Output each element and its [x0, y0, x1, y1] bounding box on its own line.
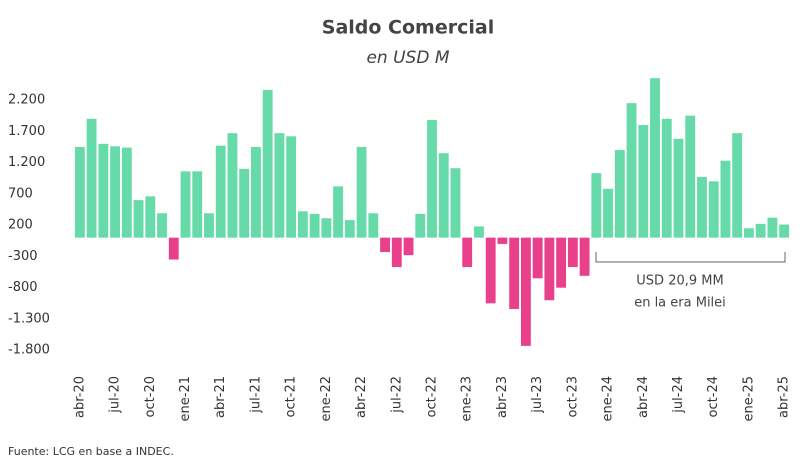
- bar: [462, 237, 473, 268]
- bar: [767, 217, 778, 238]
- bar: [732, 133, 743, 238]
- bar: [626, 103, 637, 238]
- bar: [556, 237, 567, 288]
- x-tick-label: ene-21: [178, 376, 193, 421]
- bar: [403, 237, 414, 256]
- y-tick-label: 1.200: [8, 155, 45, 170]
- x-tick-label: ene-25: [741, 376, 756, 421]
- bar: [121, 147, 132, 238]
- x-tick-label: jul-23: [530, 376, 545, 414]
- x-tick-label: abr-24: [636, 376, 651, 418]
- x-tick-label: abr-23: [495, 376, 510, 418]
- bar: [321, 218, 332, 238]
- x-tick-label: oct-21: [284, 376, 299, 417]
- chart-title: Saldo Comercial: [322, 17, 494, 39]
- bracket: [595, 252, 786, 263]
- bar: [497, 237, 508, 244]
- bar: [133, 200, 144, 238]
- bar: [215, 145, 226, 238]
- bar: [603, 188, 613, 238]
- bar: [333, 186, 344, 238]
- annotation: USD 20,9 MM: [636, 274, 723, 289]
- y-tick-label: -1.300: [8, 311, 50, 326]
- x-tick-label: abr-25: [777, 376, 792, 418]
- bar: [74, 146, 85, 238]
- bar: [567, 237, 578, 268]
- bar: [779, 224, 790, 238]
- y-tick-label: -1.800: [8, 343, 50, 358]
- bar: [427, 120, 437, 238]
- bar: [145, 196, 156, 238]
- bar: [192, 171, 203, 238]
- bar: [297, 211, 308, 238]
- x-tick-label: jul-24: [671, 376, 686, 414]
- x-tick-label: abr-22: [354, 376, 369, 418]
- x-tick-label: oct-20: [143, 376, 158, 417]
- y-tick-label: 1.700: [8, 124, 45, 139]
- bar: [720, 160, 731, 238]
- bar: [262, 90, 273, 238]
- bar: [239, 168, 250, 238]
- bar: [509, 237, 520, 309]
- bar: [755, 223, 766, 238]
- bar: [380, 237, 390, 253]
- bar: [309, 213, 320, 238]
- chart-subtitle: en USD M: [366, 48, 449, 68]
- bar: [673, 138, 684, 238]
- y-tick-label: -800: [8, 280, 38, 295]
- bar: [86, 118, 97, 238]
- x-tick-label: ene-23: [460, 376, 475, 421]
- bar: [579, 237, 590, 276]
- x-tick-label: ene-24: [601, 376, 616, 421]
- bar: [227, 133, 238, 238]
- x-tick-label: abr-20: [72, 376, 87, 418]
- bar: [415, 213, 426, 238]
- bar: [251, 146, 261, 238]
- bar: [450, 168, 461, 238]
- bar: [650, 78, 660, 238]
- x-tick-label: ene-22: [319, 376, 334, 421]
- bar: [708, 181, 719, 238]
- bar: [157, 213, 167, 238]
- bar: [204, 213, 214, 238]
- bar: [614, 150, 625, 238]
- x-tick-label: jul-22: [389, 376, 404, 414]
- bar: [368, 213, 379, 238]
- x-tick-label: oct-23: [565, 376, 580, 417]
- bar: [697, 176, 707, 238]
- bar: [661, 118, 672, 238]
- x-tick-label: oct-24: [706, 376, 721, 417]
- bar: [180, 171, 191, 238]
- bar: [344, 220, 355, 238]
- bar: [544, 237, 555, 301]
- y-tick-label: 700: [8, 186, 33, 201]
- x-tick-label: oct-22: [425, 376, 440, 417]
- bar: [743, 228, 754, 238]
- bar: [168, 237, 179, 260]
- bar: [485, 237, 496, 304]
- x-tick-label: jul-20: [108, 376, 123, 414]
- bar: [98, 143, 109, 238]
- bar: [520, 237, 531, 346]
- bar: [532, 237, 543, 279]
- bar: [356, 146, 367, 238]
- bar: [474, 226, 484, 238]
- bar: [391, 237, 402, 268]
- bar: [638, 125, 649, 238]
- annotation: en la era Milei: [634, 296, 726, 311]
- source: Fuente: LCG en base a INDEC.: [8, 445, 174, 458]
- bar: [274, 133, 285, 238]
- bar: [110, 146, 121, 238]
- x-tick-label: abr-21: [213, 376, 228, 418]
- bar: [685, 115, 696, 238]
- y-tick-label: 200: [8, 218, 33, 233]
- x-tick-label: jul-21: [248, 376, 263, 414]
- y-tick-label: 2.200: [8, 93, 45, 108]
- y-tick-label: -300: [8, 249, 38, 264]
- bar: [286, 136, 297, 238]
- bar: [438, 153, 449, 238]
- bar: [591, 173, 602, 238]
